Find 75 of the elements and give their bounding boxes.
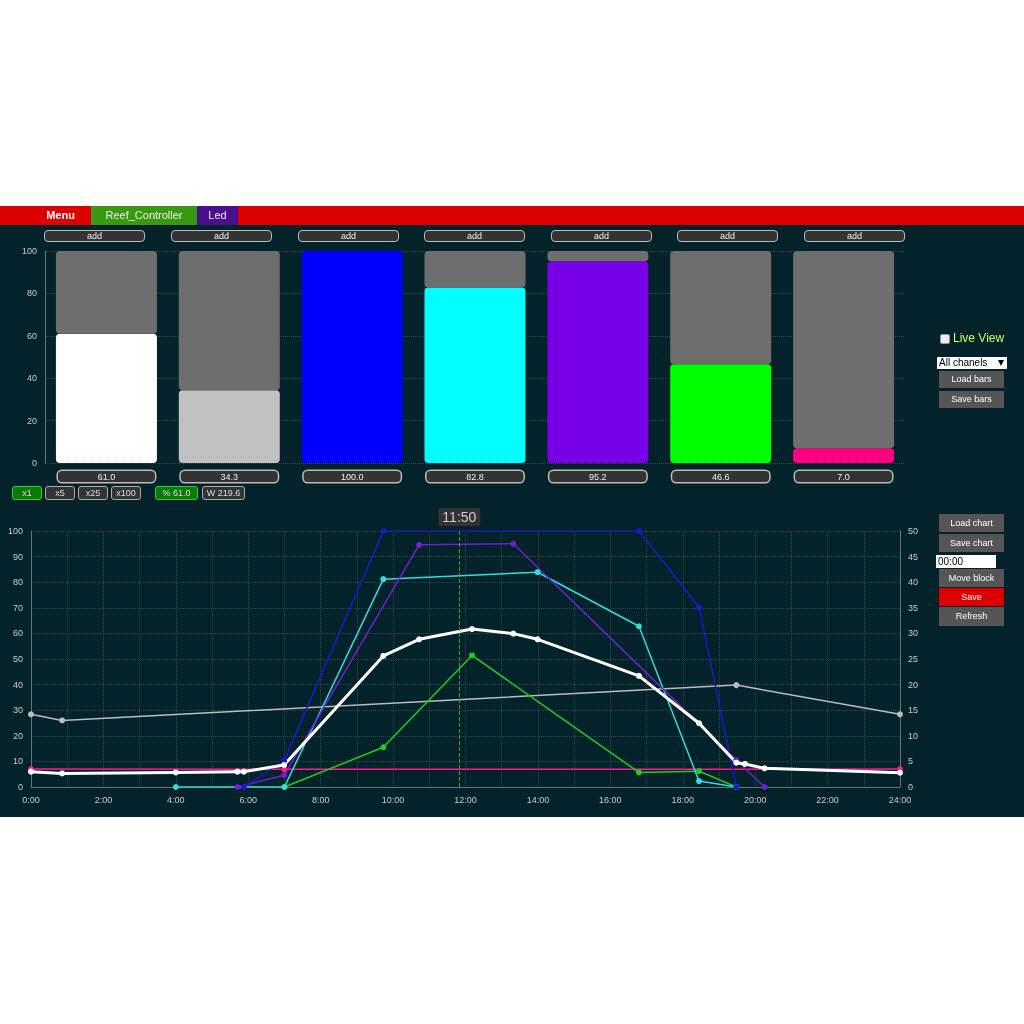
text: % 61.0 bbox=[162, 487, 191, 498]
data-label: 61.0 bbox=[97, 471, 116, 482]
x-tick-label: 6:00 bbox=[239, 794, 258, 805]
text: All chanels bbox=[939, 357, 988, 368]
y2-tick-label: 25 bbox=[908, 654, 919, 664]
x-tick-label: 2:00 bbox=[94, 794, 113, 805]
text: add bbox=[466, 230, 483, 241]
y-tick-label: 40 bbox=[26, 373, 37, 384]
text: Led bbox=[208, 209, 227, 221]
text: x25 bbox=[85, 487, 101, 498]
x-tick-label: 18:00 bbox=[671, 794, 695, 805]
text: 00:00 bbox=[938, 555, 964, 567]
text: add bbox=[593, 230, 610, 241]
data-label: 34.3 bbox=[220, 471, 239, 482]
data-label: 7.0 bbox=[837, 471, 850, 482]
y2-tick-label: 40 bbox=[908, 577, 919, 588]
y2-tick-label: 0 bbox=[908, 782, 914, 792]
x-tick-label: 10:00 bbox=[381, 794, 405, 805]
text: Save bbox=[961, 591, 982, 602]
x-tick-label: 14:00 bbox=[526, 794, 550, 805]
text: Menu bbox=[46, 209, 75, 221]
text: Save chart bbox=[949, 537, 994, 548]
y-tick-label: 50 bbox=[12, 654, 23, 664]
data-label: 95.2 bbox=[589, 471, 607, 482]
data-label: 82.8 bbox=[466, 471, 484, 482]
x-tick-label: 24:00 bbox=[888, 794, 912, 805]
y-tick-label: 100 bbox=[21, 246, 37, 256]
text: x5 bbox=[55, 487, 65, 498]
text: 11:50 bbox=[442, 509, 477, 525]
x-tick-label: 22:00 bbox=[816, 794, 839, 805]
text: add bbox=[719, 230, 736, 241]
text: Save bars bbox=[951, 394, 992, 404]
x-tick-label: 4:00 bbox=[167, 794, 185, 805]
y-tick-label: 0 bbox=[17, 782, 23, 792]
text: add bbox=[340, 230, 357, 241]
y2-tick-label: 30 bbox=[908, 628, 919, 639]
x-tick-label: 12:00 bbox=[454, 794, 477, 805]
y2-tick-label: 45 bbox=[908, 551, 919, 562]
y-tick-label: 0 bbox=[31, 458, 37, 468]
y-tick-label: 60 bbox=[26, 330, 37, 341]
y2-tick-label: 35 bbox=[908, 602, 919, 613]
text: Refresh bbox=[955, 611, 988, 621]
text: Reef_Controller bbox=[105, 209, 183, 221]
y-tick-label: 70 bbox=[12, 602, 23, 613]
text: Move block bbox=[948, 572, 995, 583]
y-tick-label: 20 bbox=[26, 415, 37, 426]
text: Load bars bbox=[951, 374, 992, 384]
text: add bbox=[213, 230, 230, 241]
x-tick-label: 20:00 bbox=[743, 794, 767, 805]
data-label: 46.6 bbox=[711, 471, 730, 482]
y2-tick-label: 5 bbox=[908, 756, 914, 767]
text: x1 bbox=[22, 487, 32, 498]
x-tick-label: 16:00 bbox=[599, 794, 622, 805]
y2-tick-label: 10 bbox=[908, 730, 919, 741]
y-tick-label: 30 bbox=[12, 705, 23, 716]
y2-tick-label: 20 bbox=[908, 679, 919, 690]
text: x100 bbox=[116, 487, 136, 498]
x-tick-label: 0:00 bbox=[22, 794, 40, 805]
text: add bbox=[846, 230, 863, 241]
text: Load chart bbox=[950, 517, 993, 528]
y-tick-label: 80 bbox=[26, 288, 37, 299]
text: add bbox=[86, 230, 103, 241]
y2-tick-label: 15 bbox=[908, 705, 919, 716]
text: Live View bbox=[953, 331, 1005, 345]
y-tick-label: 80 bbox=[12, 577, 23, 588]
y2-tick-label: 50 bbox=[908, 526, 919, 536]
y-tick-label: 100 bbox=[7, 526, 23, 536]
y-tick-label: 60 bbox=[12, 628, 23, 639]
data-label: 100.0 bbox=[340, 471, 364, 482]
y-tick-label: 20 bbox=[12, 730, 23, 741]
text: W 219.6 bbox=[206, 487, 241, 498]
x-tick-label: 8:00 bbox=[311, 794, 330, 805]
y-tick-label: 40 bbox=[12, 679, 23, 690]
y-tick-label: 90 bbox=[12, 551, 23, 562]
y-tick-label: 10 bbox=[12, 756, 23, 767]
